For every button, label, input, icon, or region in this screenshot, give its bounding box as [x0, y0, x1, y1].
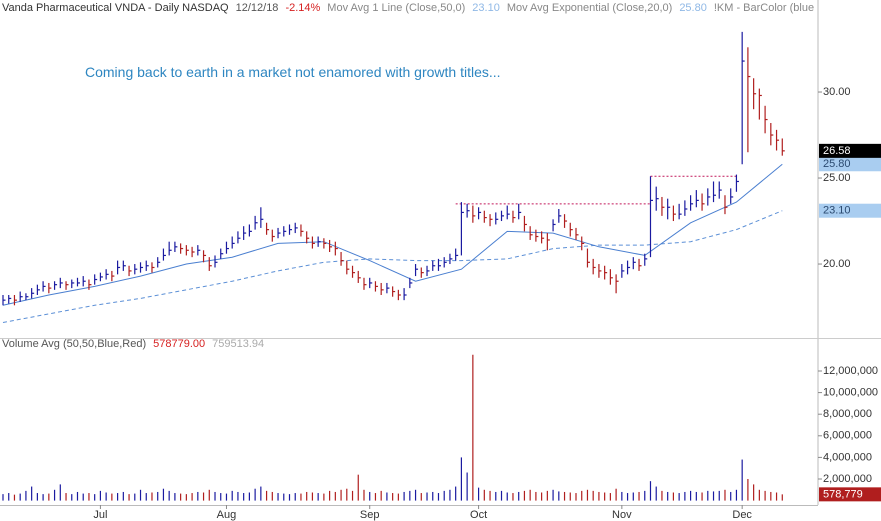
y-tick-label: 20.00 [823, 258, 851, 270]
y-tick-label: 4,000,000 [823, 451, 872, 463]
x-tick-label: Sep [360, 509, 380, 521]
moving-average [2, 210, 783, 323]
volume-value: 578779.00 [153, 338, 206, 350]
x-tick-label: Nov [612, 509, 632, 521]
x-tick-label: Oct [470, 509, 487, 521]
y-tick-label: 25.00 [823, 172, 851, 184]
y-tick-label: 30.00 [823, 86, 851, 98]
price-label-box [819, 157, 881, 172]
annotation: Coming back to earth in a market not ena… [85, 64, 501, 80]
x-tick-label: Aug [217, 509, 237, 521]
x-tick-label: Dec [732, 509, 752, 521]
volume-avg: 759513.94 [212, 338, 265, 350]
price-header: Vanda Pharmaceutical VNDA - Daily NASDAQ… [2, 2, 821, 14]
last-price: 26.58 [823, 145, 851, 157]
date: 12/12/18 [235, 2, 279, 14]
y-tick-label: 12,000,000 [823, 365, 878, 377]
legend-entry: Mov Avg Exponential (Close,20,0) [506, 2, 673, 14]
price-label: 23.10 [823, 205, 851, 217]
y-tick-label: 2,000,000 [823, 473, 872, 485]
chart-title: Vanda Pharmaceutical VNDA - Daily NASDAQ [2, 2, 229, 14]
volume-header: Volume Avg (50,50,Blue,Red) 578779.00 7595… [2, 338, 271, 350]
legend-value: 23.10 [472, 2, 500, 14]
y-tick-label: 8,000,000 [823, 408, 872, 420]
change: -2.14% [285, 2, 321, 14]
indicator: !KM - BarColor (blue [713, 2, 815, 14]
last-volume-box [819, 487, 881, 502]
legend-entry: Mov Avg 1 Line (Close,50,0) [327, 2, 466, 14]
y-tick-label: 10,000,000 [823, 387, 878, 399]
legend-value: 25.80 [679, 2, 707, 14]
x-tick-label: Jul [93, 509, 107, 521]
last-price-box [819, 143, 881, 158]
price-label: 25.80 [823, 158, 851, 170]
last-volume: 578,779 [823, 488, 863, 500]
y-tick-label: 6,000,000 [823, 430, 872, 442]
moving-average [2, 163, 783, 306]
volume-title: Volume Avg (50,50,Blue,Red) [2, 338, 147, 350]
price-label-box [819, 203, 881, 218]
